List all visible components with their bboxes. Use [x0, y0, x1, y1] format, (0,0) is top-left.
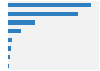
- Bar: [8, 46, 11, 51]
- Bar: [8, 12, 78, 16]
- Bar: [8, 55, 10, 59]
- Bar: [8, 38, 12, 42]
- Bar: [8, 20, 35, 25]
- Bar: [8, 29, 21, 33]
- Bar: [8, 3, 91, 7]
- Bar: [8, 64, 9, 68]
